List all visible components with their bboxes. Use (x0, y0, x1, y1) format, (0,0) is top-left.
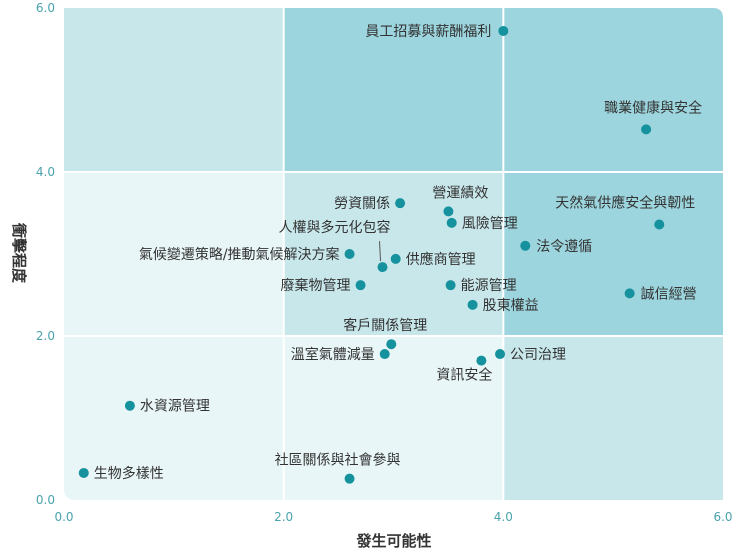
data-point (624, 288, 635, 299)
data-point (446, 217, 457, 228)
data-point (386, 339, 397, 350)
data-point (520, 240, 531, 251)
x-axis-title: 發生可能性 (355, 532, 431, 550)
zone-top-left (64, 8, 284, 172)
data-point-label: 公司治理 (510, 347, 566, 363)
y-tick-label: 6.0 (36, 1, 55, 15)
data-point (467, 299, 478, 310)
data-point-label: 氣候變遷策略/推動氣候解決方案 (139, 246, 340, 263)
data-point (498, 25, 509, 36)
x-tick-label: 4.0 (494, 510, 513, 524)
data-point-label: 營運績效 (432, 185, 488, 201)
risk-zones (64, 8, 723, 500)
zone-center (283, 172, 504, 336)
grid-lines (64, 8, 723, 500)
data-point (443, 206, 454, 217)
data-point-label: 能源管理 (461, 278, 517, 294)
data-point-label: 廢棄物管理 (281, 277, 351, 294)
leader-lines (379, 241, 382, 262)
zone-bottom-right (503, 336, 723, 500)
data-point (344, 249, 355, 259)
data-point (445, 280, 456, 291)
data-point-label: 溫室氣體減量 (291, 346, 375, 363)
data-point-label: 人權與多元化包容 (279, 219, 391, 236)
data-point-label: 供應商管理 (406, 251, 476, 268)
data-point (476, 355, 487, 366)
data-point-label: 誠信經營 (641, 286, 697, 302)
data-point (78, 467, 89, 478)
zone-high-right (503, 172, 723, 336)
data-point-label: 風險管理 (462, 216, 518, 232)
data-point (654, 219, 665, 230)
x-tick-label: 6.0 (713, 510, 732, 524)
x-axis-ticks: 0.0 2.0 4.0 6.0 (54, 510, 732, 524)
data-point (379, 349, 390, 360)
data-point-label: 職業健康與安全 (604, 99, 702, 116)
leader-line (379, 241, 382, 262)
y-tick-label: 0.0 (36, 493, 55, 507)
data-point-label: 生物多樣性 (94, 465, 164, 482)
data-point-label: 員工招募與薪酬福利 (365, 24, 491, 40)
y-tick-label: 2.0 (36, 329, 55, 343)
y-axis-title: 衝擊程度 (10, 222, 28, 284)
x-tick-label: 2.0 (274, 510, 293, 524)
x-tick-label: 0.0 (54, 510, 73, 524)
data-point (377, 262, 388, 273)
data-points (78, 25, 665, 484)
data-point-label: 水資源管理 (140, 399, 210, 415)
data-point (495, 349, 506, 360)
data-point (355, 280, 366, 291)
data-point (641, 124, 652, 135)
y-axis-ticks: 0.0 2.0 4.0 6.0 (36, 1, 55, 507)
data-point-label: 資訊安全 (436, 367, 492, 384)
data-point-label: 社區關係與社會參與 (275, 453, 401, 469)
data-point-label: 勞資關係 (334, 196, 390, 212)
data-point-label: 法令遵循 (536, 238, 592, 255)
data-point-label: 天然氣供應安全與韌性 (555, 194, 695, 211)
data-point (344, 473, 355, 484)
y-tick-label: 4.0 (36, 165, 55, 179)
data-point (390, 253, 401, 264)
data-point (124, 400, 135, 411)
data-point-label: 客戶關係管理 (343, 317, 427, 334)
data-point (395, 198, 406, 209)
data-point-label: 股東權益 (483, 298, 539, 314)
